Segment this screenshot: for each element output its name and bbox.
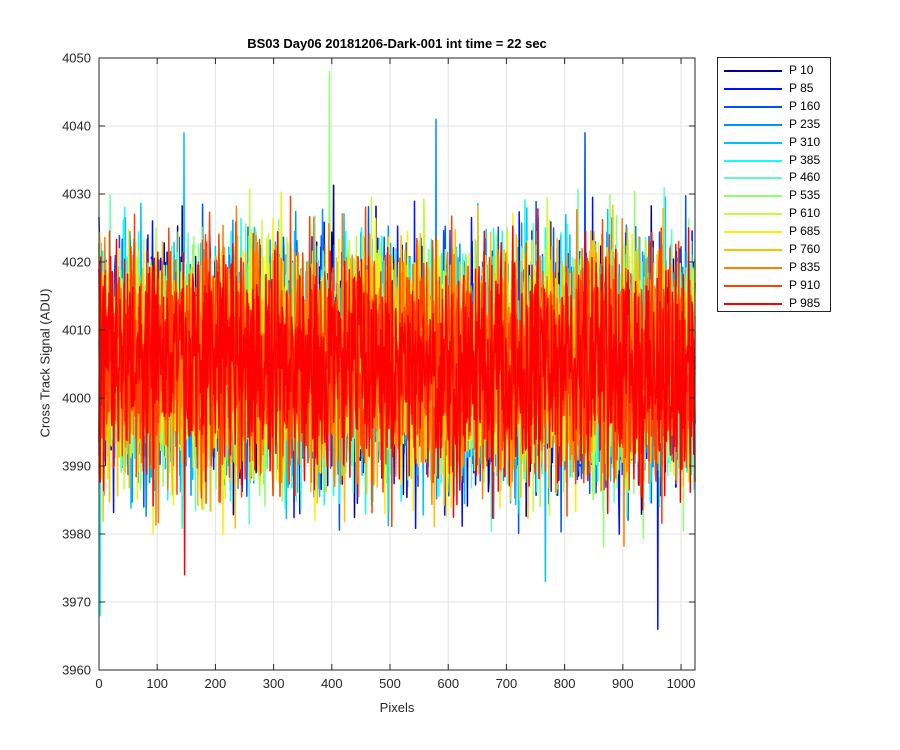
legend-swatch xyxy=(724,213,782,216)
legend-swatch xyxy=(724,87,782,90)
legend-swatch xyxy=(724,105,782,108)
legend-label: P 610 xyxy=(789,206,821,221)
legend-swatch xyxy=(724,195,782,198)
axis-ticks: 0 100 200 300 400 500 600 700 800 900 1000 3960 3970… xyxy=(62,51,695,692)
legend-item: P 85 xyxy=(718,80,830,98)
series-line-p985 xyxy=(98,208,696,576)
legend-item: P 910 xyxy=(718,277,830,295)
x-tick-label: 700 xyxy=(496,676,518,691)
legend-swatch xyxy=(724,249,782,251)
legend-label: P 760 xyxy=(789,242,821,256)
legend-label: P 385 xyxy=(789,152,821,167)
legend-swatch xyxy=(724,231,782,234)
legend-label: P 160 xyxy=(789,98,821,113)
legend-label: P 85 xyxy=(789,80,814,95)
y-tick-label: 4040 xyxy=(62,119,91,134)
y-tick-label: 4050 xyxy=(62,51,91,66)
y-tick-label: 3980 xyxy=(62,527,91,542)
legend-item: P 310 xyxy=(718,134,830,152)
y-tick-label: 4010 xyxy=(62,323,91,338)
legend-swatch xyxy=(724,177,782,180)
legend-item: P 160 xyxy=(718,98,830,116)
y-tick-label: 4030 xyxy=(62,187,91,202)
legend-label: P 460 xyxy=(789,170,821,185)
y-tick-label: 3990 xyxy=(62,459,91,474)
y-tick-label: 4020 xyxy=(62,255,91,270)
legend-label: P 535 xyxy=(789,188,821,203)
x-tick-label: 400 xyxy=(321,676,343,691)
x-tick-label: 800 xyxy=(554,676,576,691)
x-tick-label: 500 xyxy=(379,676,401,691)
x-tick-label: 300 xyxy=(263,676,285,691)
x-tick-label: 200 xyxy=(205,676,227,691)
legend-swatch xyxy=(724,123,782,126)
legend-swatch xyxy=(724,266,782,269)
legend-item: P 10 xyxy=(718,62,830,80)
x-tick-label: 1000 xyxy=(667,676,696,691)
x-tick-label: 900 xyxy=(612,676,634,691)
legend-item: P 760 xyxy=(718,241,830,259)
x-tick-label: 0 xyxy=(95,676,102,691)
legend-item: P 985 xyxy=(718,295,830,313)
legend-label: P 10 xyxy=(789,63,814,77)
legend-swatch xyxy=(724,70,782,72)
x-axis-label: Pixels xyxy=(379,700,415,715)
legend-label: P 910 xyxy=(789,277,821,292)
legend-item: P 235 xyxy=(718,116,830,134)
legend-swatch xyxy=(724,284,782,287)
legend-label: P 835 xyxy=(789,259,821,274)
legend-swatch xyxy=(724,141,782,144)
legend-label: P 310 xyxy=(789,134,821,149)
y-tick-label: 4000 xyxy=(62,391,91,406)
x-tick-label: 100 xyxy=(146,676,168,691)
legend-item: P 685 xyxy=(718,223,830,241)
y-tick-label: 3960 xyxy=(62,663,91,678)
axes-box xyxy=(98,57,696,671)
legend: P 10 P 85 P 160 P 235 P 310 P 385 P 460 P 535 P … xyxy=(717,57,831,312)
y-tick-label: 3970 xyxy=(62,595,91,610)
legend-item: P 835 xyxy=(718,259,830,277)
series-layer xyxy=(98,70,696,630)
legend-label: P 685 xyxy=(789,224,821,239)
legend-swatch xyxy=(724,159,782,162)
x-tick-label: 600 xyxy=(437,676,459,691)
legend-swatch xyxy=(724,302,782,305)
y-axis-label: Cross Track Signal (ADU) xyxy=(37,288,53,438)
legend-item: P 460 xyxy=(718,169,830,187)
legend-label: P 235 xyxy=(789,116,821,131)
chart-title: BS03 Day06 20181206-Dark-001 int time = … xyxy=(247,36,547,51)
legend-item: P 610 xyxy=(718,205,830,223)
legend-item: P 535 xyxy=(718,187,830,205)
legend-item: P 385 xyxy=(718,152,830,170)
legend-label: P 985 xyxy=(789,295,821,310)
